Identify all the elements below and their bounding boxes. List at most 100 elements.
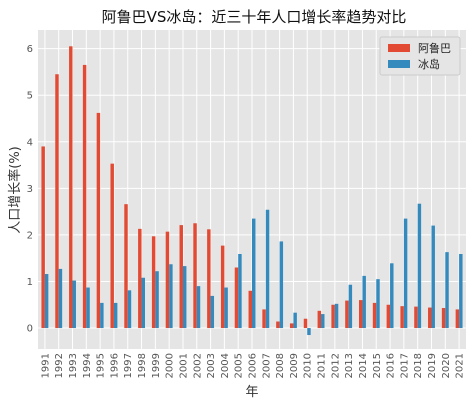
- bar-2006-阿鲁巴: [248, 290, 252, 329]
- bar-2015-阿鲁巴: [372, 302, 377, 329]
- bar-2007-冰岛: [265, 209, 270, 329]
- bar-2010-冰岛: [307, 328, 311, 336]
- x-axis-label: 年: [245, 385, 258, 400]
- bar-2008-阿鲁巴: [276, 321, 280, 329]
- bar-2004-阿鲁巴: [220, 245, 225, 329]
- x-tick-label: 2012: [330, 353, 341, 378]
- x-tick-label: 2010: [303, 353, 314, 378]
- bar-2019-冰岛: [431, 225, 435, 329]
- bar-2012-阿鲁巴: [331, 304, 335, 329]
- bar-2020-冰岛: [445, 252, 449, 329]
- bar-2009-冰岛: [293, 312, 297, 329]
- bar-1991-阿鲁巴: [41, 146, 45, 329]
- bar-2017-冰岛: [403, 218, 408, 329]
- x-tick-label: 1998: [137, 353, 148, 378]
- y-tick-label: 5: [27, 91, 33, 102]
- x-axis-ticks: 1991 1992 1993 1994 1995 1996 1997 1998 1999 2000…: [40, 353, 465, 378]
- x-tick-label: 2003: [206, 353, 217, 378]
- y-axis-ticks: 0 1 2 3 4 5 6: [27, 44, 33, 334]
- x-tick-label: 1999: [151, 353, 162, 378]
- bar-1991-冰岛: [44, 274, 49, 329]
- x-tick-label: 1995: [96, 353, 107, 378]
- bar-2002-冰岛: [196, 286, 201, 329]
- x-tick-label: 2007: [261, 353, 272, 378]
- bar-1995-冰岛: [100, 302, 104, 329]
- bar-2004-冰岛: [224, 287, 228, 329]
- bar-2005-阿鲁巴: [234, 267, 239, 329]
- x-tick-label: 2013: [344, 353, 355, 378]
- bar-2012-冰岛: [334, 303, 339, 329]
- bar-2011-冰岛: [321, 314, 325, 329]
- bars: [41, 46, 463, 336]
- bar-1998-阿鲁巴: [138, 228, 142, 329]
- bar-1993-冰岛: [72, 280, 76, 329]
- legend-label: 阿鲁巴: [418, 41, 451, 55]
- bar-2018-冰岛: [417, 203, 422, 329]
- chart-title: 阿鲁巴VS冰岛：近三十年人口增长率趋势对比: [102, 8, 407, 26]
- bar-2007-阿鲁巴: [262, 309, 266, 329]
- bar-2001-阿鲁巴: [179, 225, 183, 329]
- bar-2006-冰岛: [252, 218, 256, 329]
- bar-2014-阿鲁巴: [359, 300, 363, 329]
- y-tick-label: 2: [27, 230, 33, 241]
- bar-1992-阿鲁巴: [55, 74, 59, 329]
- bar-1994-阿鲁巴: [82, 64, 87, 329]
- x-tick-label: 2015: [372, 353, 383, 378]
- x-tick-label: 2019: [427, 353, 438, 378]
- bar-2013-冰岛: [348, 284, 353, 329]
- bar-2018-阿鲁巴: [414, 306, 418, 329]
- y-tick-label: 3: [27, 184, 33, 195]
- x-tick-label: 2011: [317, 353, 328, 378]
- bar-2005-冰岛: [238, 253, 242, 329]
- x-tick-label: 2009: [289, 353, 300, 378]
- bar-2011-阿鲁巴: [317, 310, 322, 329]
- bar-2014-冰岛: [362, 275, 366, 329]
- bar-2017-阿鲁巴: [400, 306, 404, 329]
- x-tick-label: 1992: [54, 353, 65, 378]
- x-tick-label: 2018: [413, 353, 424, 378]
- bar-2021-阿鲁巴: [455, 309, 460, 329]
- x-tick-label: 1991: [40, 353, 51, 378]
- x-tick-label: 2006: [248, 353, 259, 378]
- x-tick-label: 2016: [386, 353, 397, 378]
- x-tick-label: 2001: [178, 353, 189, 378]
- bar-1999-阿鲁巴: [151, 236, 156, 329]
- bar-2008-冰岛: [279, 241, 284, 329]
- x-tick-label: 1996: [109, 353, 120, 378]
- bar-2000-阿鲁巴: [165, 231, 170, 329]
- bar-1992-冰岛: [58, 268, 63, 329]
- bar-1996-阿鲁巴: [110, 163, 114, 329]
- x-tick-label: 1993: [68, 353, 79, 378]
- bar-1995-阿鲁巴: [96, 112, 101, 329]
- bar-1997-阿鲁巴: [124, 204, 128, 329]
- y-tick-label: 0: [27, 324, 33, 335]
- bar-1997-冰岛: [127, 290, 132, 329]
- x-tick-label: 2005: [234, 353, 245, 378]
- y-tick-label: 4: [27, 137, 33, 148]
- x-tick-label: 2014: [358, 353, 369, 378]
- x-tick-label: 2020: [441, 353, 452, 378]
- x-tick-label: 2002: [192, 353, 203, 378]
- bar-2002-阿鲁巴: [193, 223, 197, 329]
- bar-2015-冰岛: [376, 279, 380, 329]
- x-tick-label: 2008: [275, 353, 286, 378]
- legend-swatch: [388, 44, 410, 52]
- x-tick-label: 2021: [455, 353, 466, 378]
- y-tick-label: 1: [27, 277, 33, 288]
- bar-2016-阿鲁巴: [386, 304, 391, 329]
- bar-2003-冰岛: [210, 295, 215, 329]
- y-axis-label: 人口增长率(%): [7, 146, 23, 234]
- bar-1998-冰岛: [141, 277, 145, 329]
- y-tick-label: 6: [27, 44, 33, 55]
- legend-label: 冰岛: [418, 57, 440, 71]
- bar-2001-冰岛: [182, 266, 187, 329]
- bar-1993-阿鲁巴: [69, 46, 73, 329]
- bar-1994-冰岛: [86, 287, 90, 329]
- x-tick-label: 2017: [399, 353, 410, 378]
- bar-2003-阿鲁巴: [207, 229, 211, 329]
- bar-1996-冰岛: [113, 302, 118, 329]
- bar-2019-阿鲁巴: [428, 307, 432, 329]
- bar-2000-冰岛: [169, 264, 173, 329]
- bar-2013-阿鲁巴: [345, 300, 349, 329]
